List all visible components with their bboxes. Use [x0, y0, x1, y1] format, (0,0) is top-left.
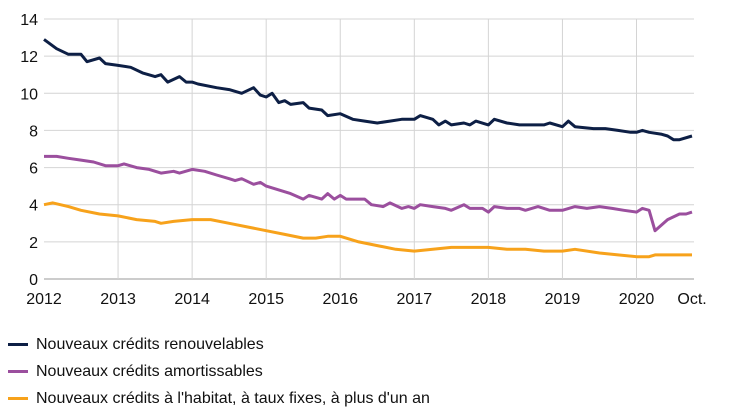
x-tick-label: 2012: [26, 291, 62, 308]
line-chart: 0 2 4 6 8 10 12 14 2012 2013 2014 2015 2016 2017 2018 2…: [20, 12, 707, 308]
x-tick-label: 2020: [619, 291, 655, 308]
y-tick-label: 2: [29, 235, 38, 252]
series-line-2: [44, 154, 693, 233]
legend-swatch: [8, 343, 28, 346]
x-tick-label: 2017: [397, 291, 433, 308]
x-tick-label: 2016: [322, 291, 358, 308]
y-tick-label: 14: [20, 12, 38, 29]
legend-label: Nouveaux crédits à l'habitat, à taux fix…: [36, 389, 430, 407]
y-tick-label: 6: [29, 161, 38, 178]
legend-item: Nouveaux crédits amortissables: [8, 358, 430, 385]
series-lines: [43, 38, 693, 259]
x-tick-label: 2013: [100, 291, 136, 308]
legend-item: Nouveaux crédits renouvelables: [8, 331, 430, 358]
y-tick-label: 12: [20, 49, 38, 66]
x-tick-label: 2015: [248, 291, 284, 308]
legend: Nouveaux crédits renouvelables Nouveaux c…: [8, 331, 430, 412]
y-tick-label: 8: [29, 123, 38, 140]
x-tick-label: 2019: [545, 291, 581, 308]
legend-label: Nouveaux crédits renouvelables: [36, 335, 264, 353]
y-tick-label: 0: [29, 272, 38, 289]
series-line-3: [43, 201, 692, 259]
x-tick-label: 2018: [471, 291, 507, 308]
x-tick-label: Oct.: [677, 291, 706, 308]
series-line-1: [43, 38, 693, 142]
y-tick-label: 10: [20, 86, 38, 103]
legend-item: Nouveaux crédits à l'habitat, à taux fix…: [8, 385, 430, 412]
legend-swatch: [8, 397, 28, 400]
grid: [44, 18, 694, 280]
legend-swatch: [8, 370, 28, 373]
y-tick-label: 4: [29, 198, 38, 215]
axis-ticks: 0 2 4 6 8 10 12 14 2012 2013 2014 2015 2016 2017 2018 2…: [20, 12, 707, 308]
x-tick-label: 2014: [174, 291, 210, 308]
legend-label: Nouveaux crédits amortissables: [36, 362, 263, 380]
